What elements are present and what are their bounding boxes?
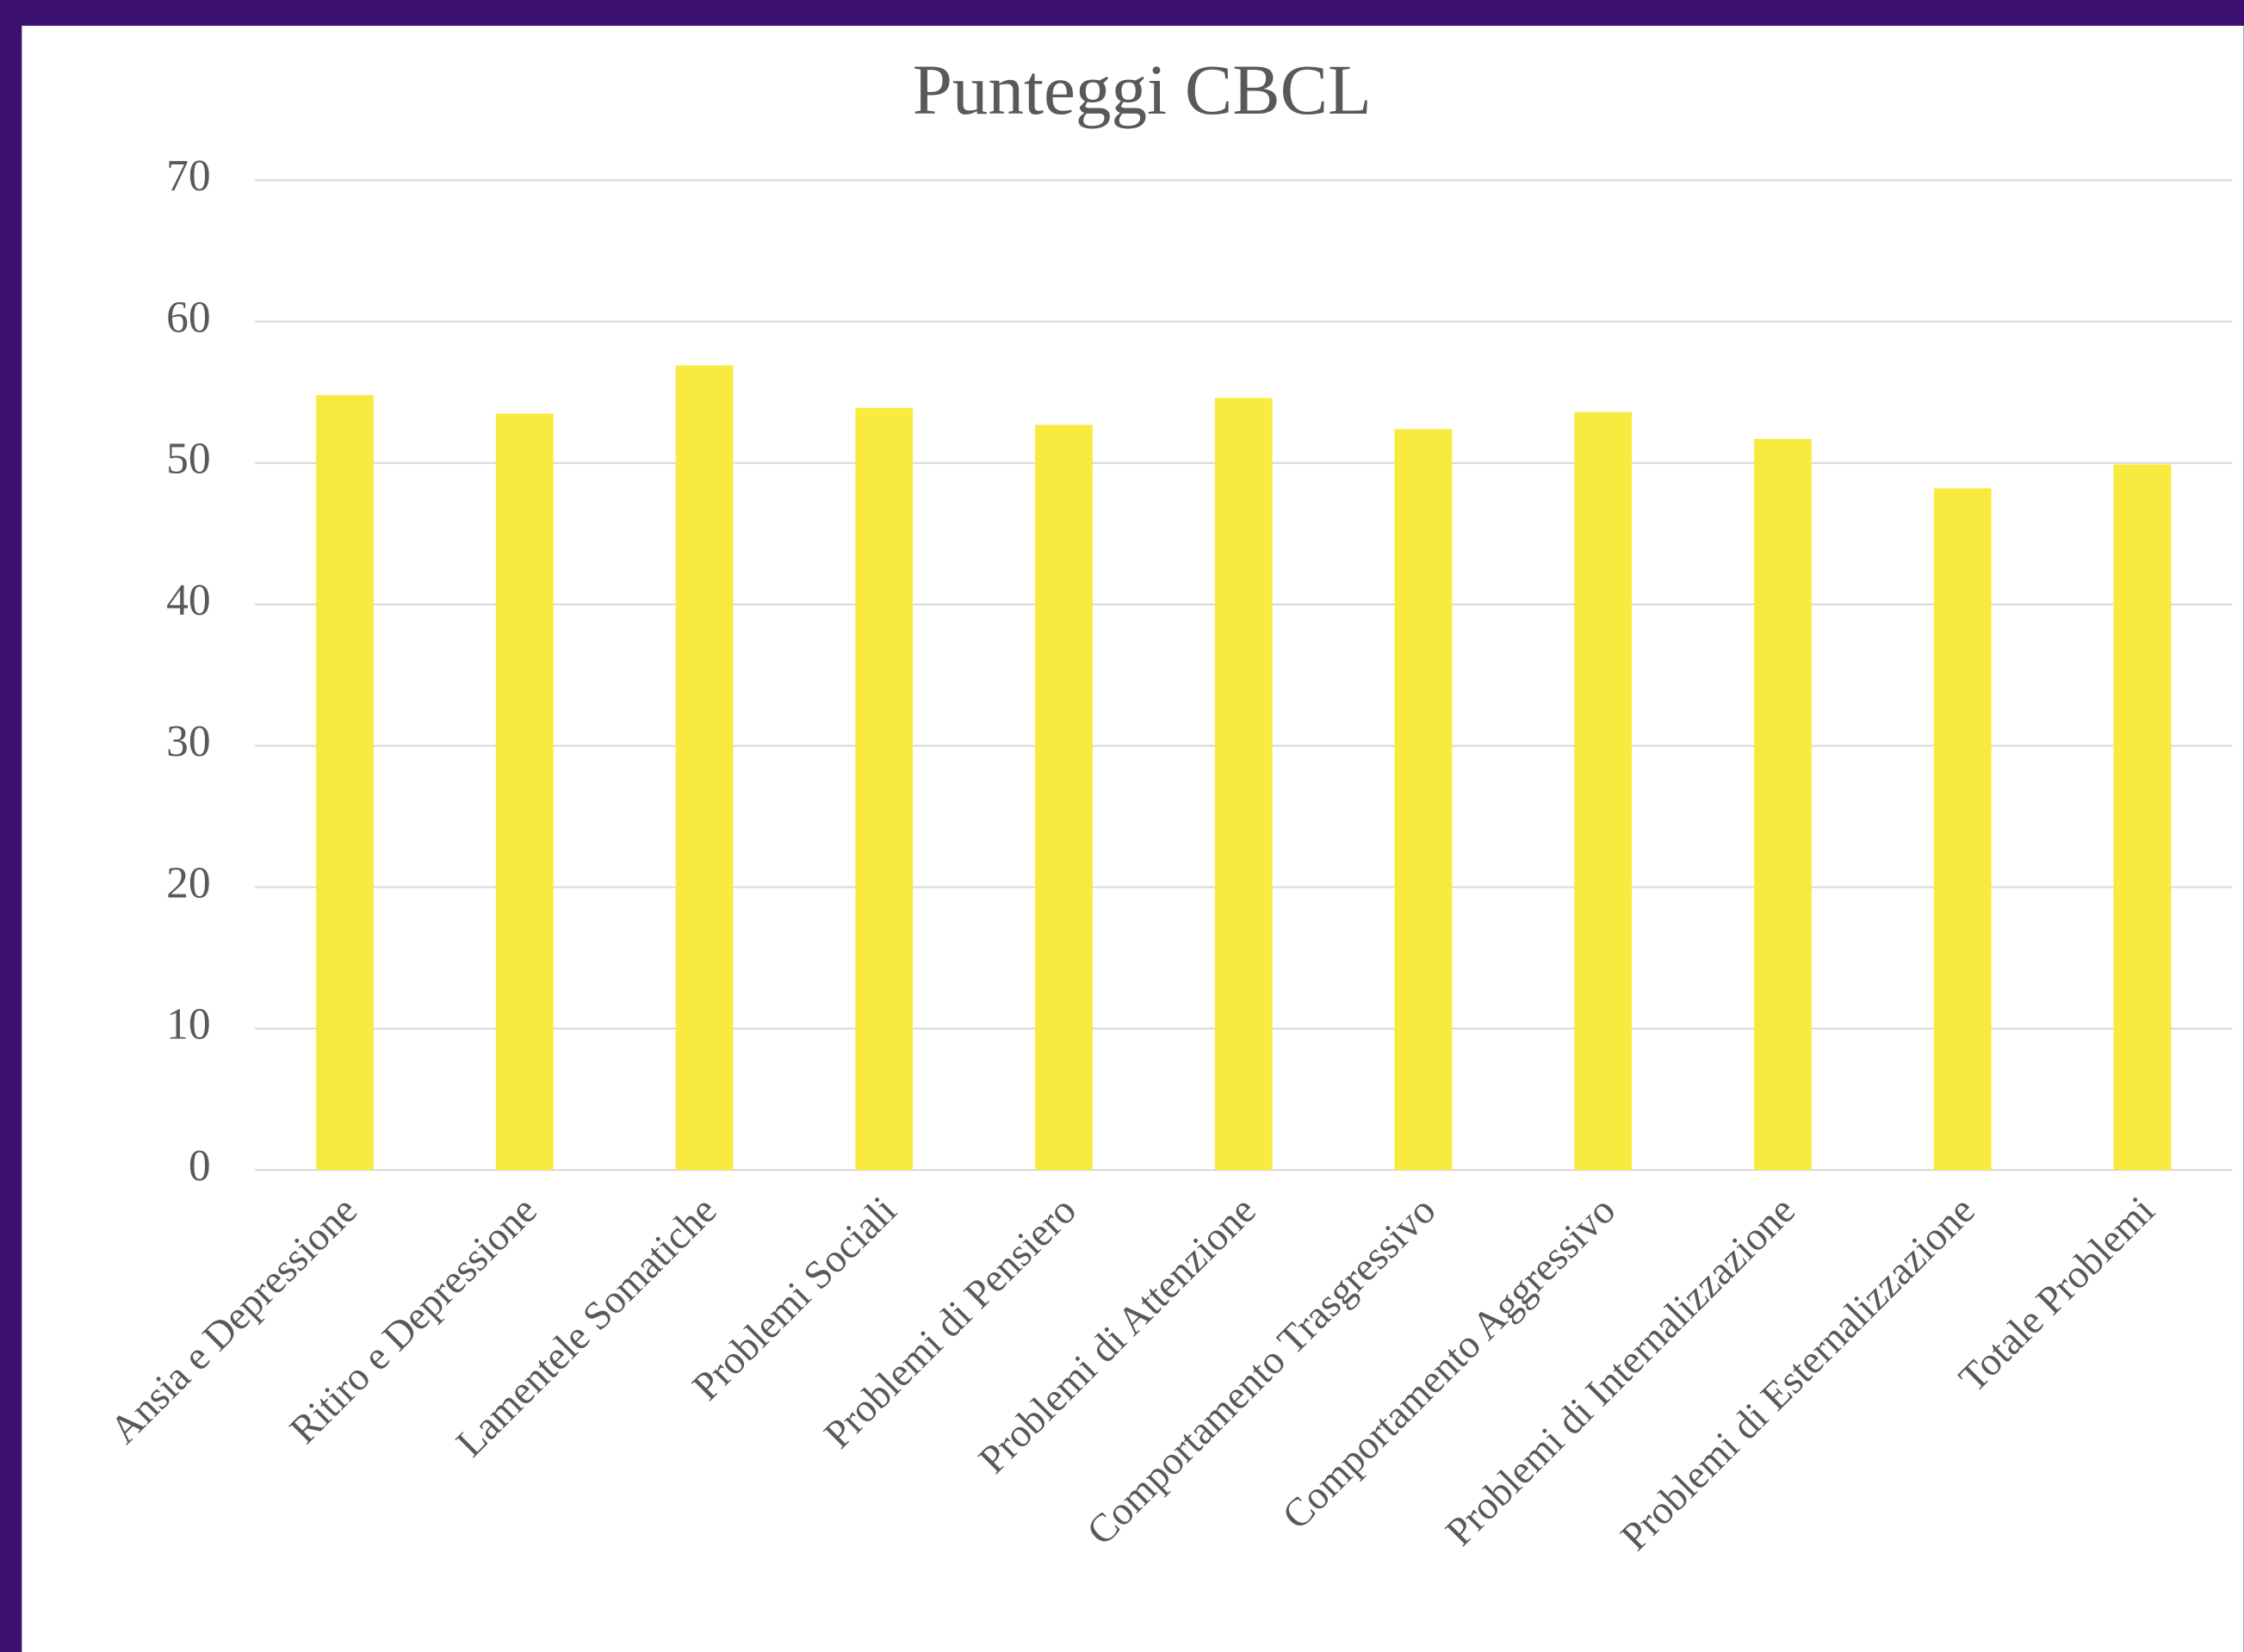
bar	[1933, 488, 1992, 1171]
bar	[2113, 464, 2172, 1171]
bar	[1574, 411, 1633, 1171]
y-tick-label: 70	[166, 152, 211, 201]
bar	[316, 395, 374, 1171]
y-tick-label: 40	[166, 576, 211, 625]
y-tick-label: 30	[166, 717, 211, 766]
y-tick-label: 0	[189, 1142, 211, 1191]
bar	[1754, 438, 1812, 1171]
bar	[1035, 424, 1093, 1171]
y-tick-label: 20	[166, 858, 211, 907]
bar	[495, 413, 554, 1171]
chart-panel	[22, 25, 2244, 1652]
bar	[1394, 429, 1453, 1171]
y-tick-label: 50	[166, 435, 211, 484]
bar	[1214, 398, 1273, 1171]
bar	[675, 365, 734, 1171]
y-tick-label: 60	[166, 293, 211, 342]
y-tick-label: 10	[166, 1000, 211, 1049]
bar	[855, 407, 914, 1171]
chart-title: Punteggi CBCL	[913, 50, 1372, 129]
